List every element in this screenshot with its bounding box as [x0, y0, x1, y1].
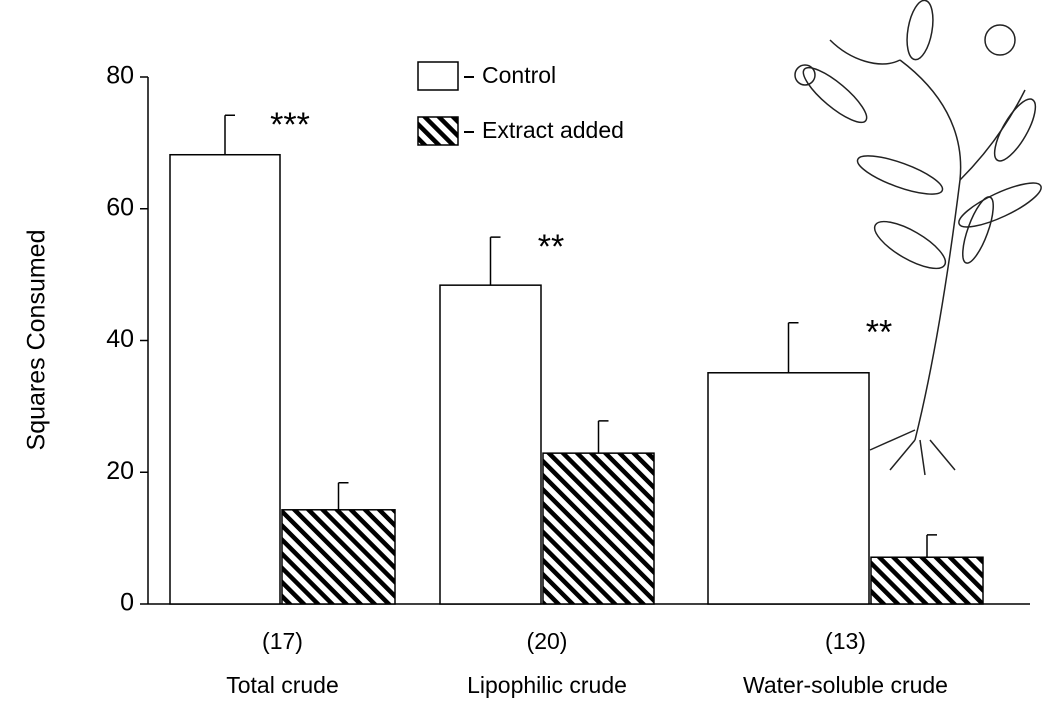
bar: [169, 153, 281, 605]
legend-label: Extract added: [482, 117, 624, 143]
x-tick-label: Total crude: [226, 672, 339, 698]
significance: **: [866, 314, 892, 352]
y-tick-label: 80: [106, 62, 134, 90]
plant-illustration: [794, 0, 1042, 476]
significance: ***: [270, 106, 310, 144]
y-tick-label: 60: [106, 193, 134, 221]
y-tick-label: 20: [106, 457, 134, 485]
bar: [870, 556, 984, 605]
error-bar: [597, 420, 609, 454]
legend-swatch: [417, 116, 459, 146]
sample-size: (20): [527, 628, 568, 654]
error-bar: [337, 482, 349, 510]
bar: [281, 509, 396, 605]
y-axis-title: Squares Consumed: [23, 230, 51, 451]
y-tick-label: 40: [106, 325, 134, 353]
error-bar: [787, 321, 799, 373]
legend-swatch: [417, 61, 459, 91]
legend-label: Control: [482, 62, 556, 88]
error-bar: [926, 534, 937, 558]
y-tick-label: 0: [120, 589, 134, 617]
significance: **: [538, 228, 564, 266]
bar: [707, 372, 870, 605]
sample-size: (13): [825, 628, 866, 654]
error-bar: [224, 114, 235, 155]
bar: [439, 284, 542, 605]
bar: [542, 452, 655, 605]
sample-size: (17): [262, 628, 303, 654]
error-bar: [489, 236, 501, 286]
x-tick-label: Lipophilic crude: [467, 672, 627, 698]
x-tick-label: Water-soluble crude: [743, 672, 948, 698]
